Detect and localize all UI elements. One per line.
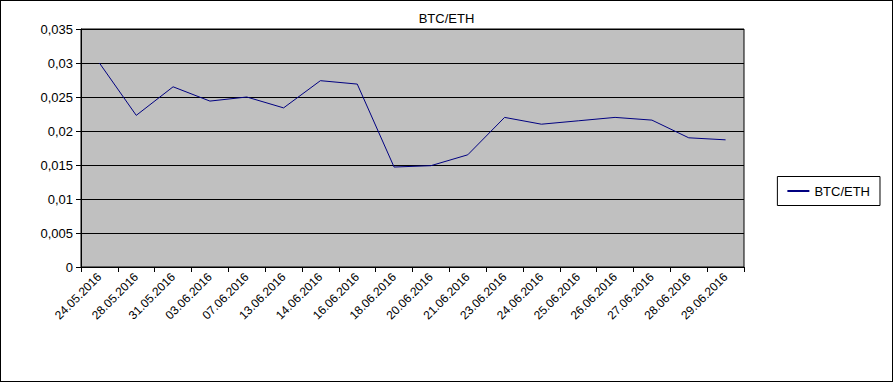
- svg-text:27.06.2016: 27.06.2016: [604, 270, 657, 323]
- svg-text:28.06.2016: 28.06.2016: [641, 270, 694, 323]
- svg-text:24.05.2016: 24.05.2016: [52, 270, 105, 323]
- svg-text:0,01: 0,01: [48, 192, 73, 207]
- svg-text:0,005: 0,005: [40, 226, 73, 241]
- svg-text:21.06.2016: 21.06.2016: [420, 270, 473, 323]
- svg-text:0,03: 0,03: [48, 56, 73, 71]
- svg-text:0,035: 0,035: [40, 22, 73, 37]
- svg-text:29.06.2016: 29.06.2016: [678, 270, 731, 323]
- svg-text:13.06.2016: 13.06.2016: [236, 270, 289, 323]
- svg-text:0,025: 0,025: [40, 90, 73, 105]
- svg-text:24.06.2016: 24.06.2016: [494, 270, 547, 323]
- svg-text:14.06.2016: 14.06.2016: [273, 270, 326, 323]
- svg-text:16.06.2016: 16.06.2016: [309, 270, 363, 323]
- svg-text:0,015: 0,015: [40, 158, 73, 173]
- svg-text:26.06.2016: 26.06.2016: [567, 270, 620, 323]
- svg-text:31.05.2016: 31.05.2016: [125, 270, 178, 323]
- svg-text:BTC/ETH: BTC/ETH: [419, 11, 475, 26]
- svg-text:18.06.2016: 18.06.2016: [346, 270, 399, 323]
- svg-text:28.05.2016: 28.05.2016: [88, 270, 142, 323]
- svg-text:20.06.2016: 20.06.2016: [383, 270, 436, 323]
- svg-text:23.06.2016: 23.06.2016: [457, 270, 510, 323]
- svg-text:0,02: 0,02: [48, 124, 73, 139]
- svg-text:03.06.2016: 03.06.2016: [162, 270, 215, 323]
- svg-text:0: 0: [66, 260, 73, 275]
- svg-text:25.06.2016: 25.06.2016: [530, 270, 584, 323]
- svg-text:BTC/ETH: BTC/ETH: [814, 184, 870, 199]
- svg-text:07.06.2016: 07.06.2016: [199, 270, 252, 323]
